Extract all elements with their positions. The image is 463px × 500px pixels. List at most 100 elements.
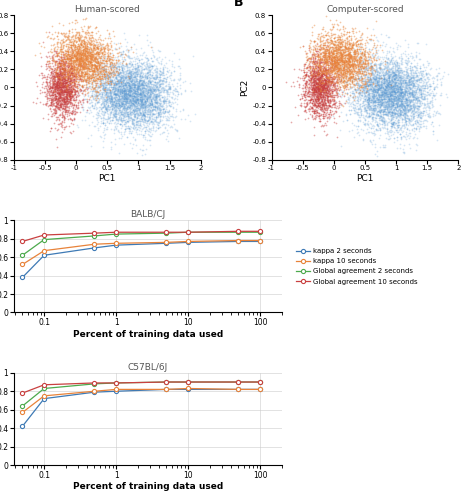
Point xyxy=(155,88,163,96)
Point xyxy=(328,68,336,76)
Point xyxy=(404,72,412,80)
Point xyxy=(144,98,151,106)
Point xyxy=(131,84,138,92)
Point xyxy=(83,52,90,60)
Point xyxy=(395,105,403,113)
Point xyxy=(122,82,130,90)
Point xyxy=(389,77,396,85)
Point xyxy=(409,81,417,89)
Point xyxy=(405,92,412,100)
Point xyxy=(316,83,324,91)
Point xyxy=(341,56,349,64)
Point xyxy=(118,110,125,118)
Point xyxy=(73,73,80,81)
Point xyxy=(388,97,396,105)
Point xyxy=(386,126,393,134)
Point xyxy=(71,52,79,60)
Point xyxy=(67,82,75,90)
Point xyxy=(92,24,99,32)
Point xyxy=(364,82,371,90)
Point xyxy=(335,42,342,50)
Point xyxy=(372,68,379,76)
Point xyxy=(67,42,75,50)
Point xyxy=(132,87,139,95)
Point xyxy=(359,98,367,106)
Point xyxy=(46,82,54,90)
Point xyxy=(383,102,391,110)
Point xyxy=(151,68,159,76)
Point xyxy=(399,110,407,118)
Point xyxy=(139,84,146,92)
Point xyxy=(156,86,164,94)
Point xyxy=(342,72,349,80)
Point xyxy=(160,105,168,113)
Point xyxy=(402,135,410,143)
Point xyxy=(89,76,97,84)
Point xyxy=(106,88,113,96)
Point xyxy=(134,98,141,106)
Point xyxy=(75,71,82,79)
Point xyxy=(321,57,329,65)
Point xyxy=(343,64,350,72)
Point xyxy=(93,96,100,104)
Point xyxy=(366,81,374,89)
Point xyxy=(62,94,69,102)
Point xyxy=(368,64,375,72)
Point xyxy=(88,80,95,88)
Point xyxy=(357,106,364,114)
Point xyxy=(355,60,363,68)
Point xyxy=(409,82,416,90)
Point xyxy=(115,62,123,70)
Point xyxy=(111,100,119,108)
Point xyxy=(331,54,338,62)
Point xyxy=(307,82,314,90)
Point xyxy=(384,74,392,82)
Point xyxy=(339,58,347,66)
Point xyxy=(47,69,55,77)
Point xyxy=(128,127,136,135)
Point xyxy=(129,100,137,108)
Point xyxy=(116,75,123,83)
Point xyxy=(117,86,124,94)
Point xyxy=(78,36,86,44)
Point xyxy=(328,78,336,86)
Point xyxy=(89,31,96,39)
Point xyxy=(352,53,359,61)
Point xyxy=(130,72,138,80)
Point xyxy=(318,72,325,80)
Point xyxy=(113,88,120,96)
Point xyxy=(177,115,185,123)
Point xyxy=(149,92,156,100)
Point xyxy=(370,85,378,93)
Point xyxy=(309,70,316,78)
Point xyxy=(52,102,60,110)
Point xyxy=(350,80,357,88)
Point xyxy=(415,86,422,94)
Point xyxy=(384,100,392,108)
Point xyxy=(348,60,356,68)
Point xyxy=(83,74,91,82)
Point xyxy=(65,89,72,97)
Legend: kappa 2 seconds, kappa 10 seconds, Global agreement 2 seconds, Global agreement : kappa 2 seconds, kappa 10 seconds, Globa… xyxy=(296,248,418,284)
Point xyxy=(315,100,323,108)
Point xyxy=(117,62,124,70)
Point xyxy=(320,50,328,58)
Point xyxy=(138,92,146,100)
Point xyxy=(107,80,115,88)
Point xyxy=(68,74,75,82)
Point xyxy=(310,90,318,98)
Point xyxy=(344,50,351,58)
Point xyxy=(78,44,86,52)
Point xyxy=(376,126,384,134)
Point xyxy=(130,72,138,80)
Point xyxy=(93,99,100,107)
Point xyxy=(73,53,81,61)
Point xyxy=(376,92,384,100)
Point xyxy=(360,120,368,128)
Point xyxy=(364,78,371,86)
Point xyxy=(378,88,386,96)
Point xyxy=(69,99,76,107)
Point xyxy=(99,82,106,90)
Point xyxy=(350,48,357,56)
Point xyxy=(59,74,67,82)
